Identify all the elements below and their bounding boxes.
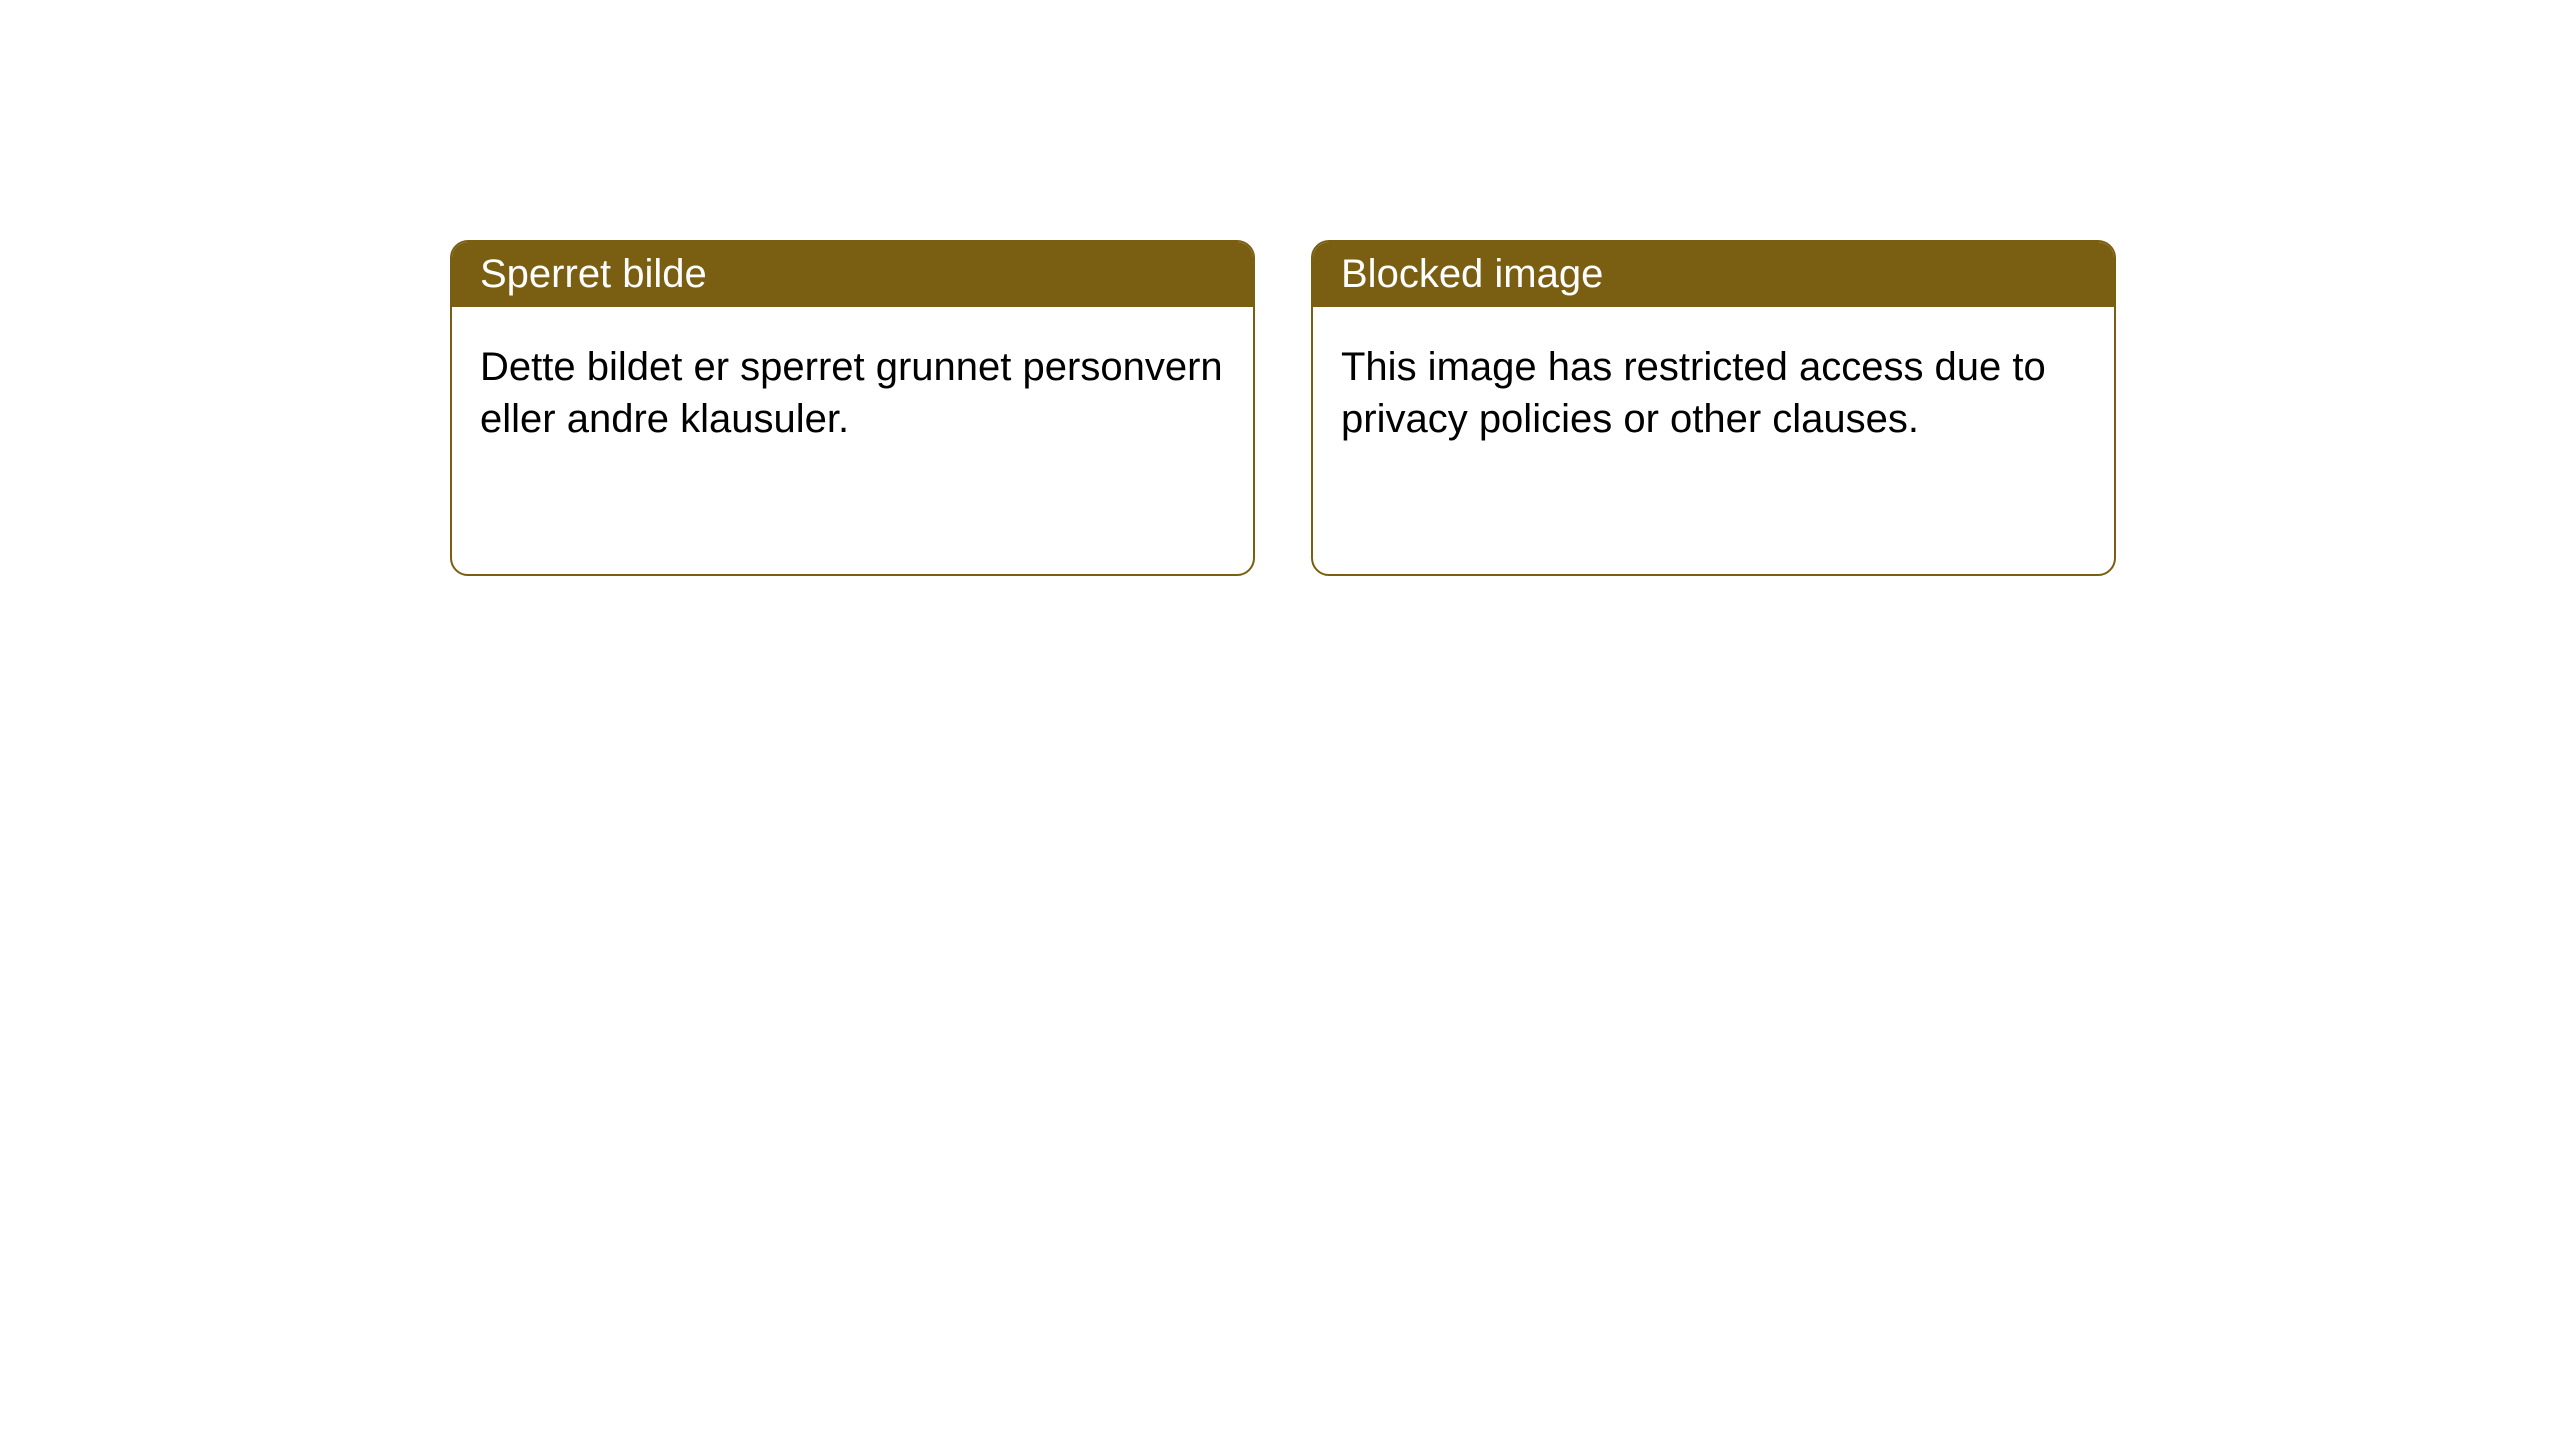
notice-title: Sperret bilde <box>480 252 707 296</box>
notice-header: Sperret bilde <box>452 242 1253 307</box>
notice-body: This image has restricted access due to … <box>1313 307 2114 479</box>
notice-card-norwegian: Sperret bilde Dette bildet er sperret gr… <box>450 240 1255 576</box>
notice-container: Sperret bilde Dette bildet er sperret gr… <box>0 0 2560 576</box>
notice-card-english: Blocked image This image has restricted … <box>1311 240 2116 576</box>
notice-header: Blocked image <box>1313 242 2114 307</box>
notice-title: Blocked image <box>1341 252 1603 296</box>
notice-body: Dette bildet er sperret grunnet personve… <box>452 307 1253 479</box>
notice-body-text: Dette bildet er sperret grunnet personve… <box>480 345 1223 441</box>
notice-body-text: This image has restricted access due to … <box>1341 345 2046 441</box>
